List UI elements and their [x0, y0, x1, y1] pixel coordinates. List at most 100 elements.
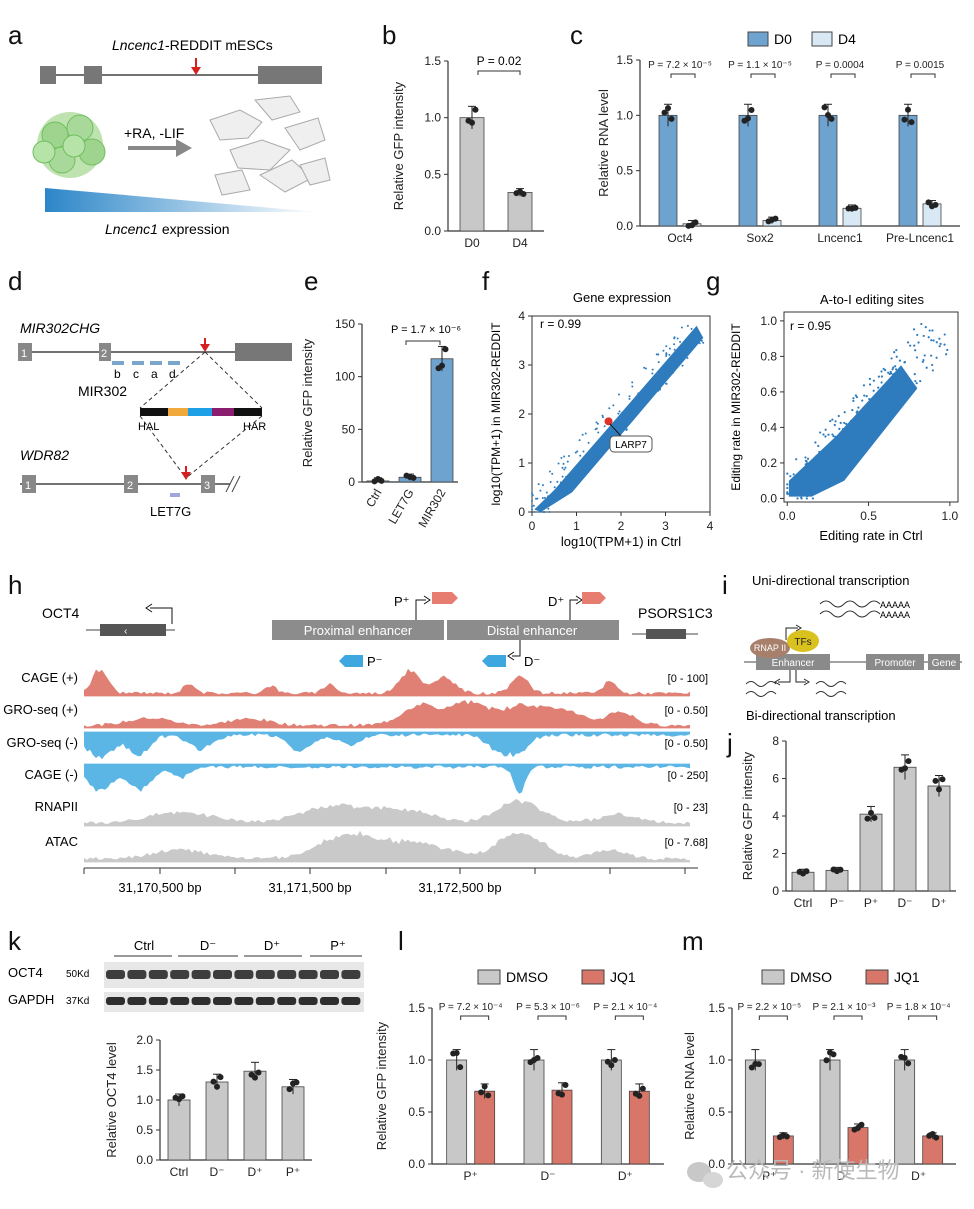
k-group-dminus: D⁻ [200, 938, 216, 953]
track-range: [0 - 23] [674, 802, 708, 814]
chart-g: A-to-I editing sites 0.0 0.5 1.0 0.0 0.2 0.4 0.… [729, 292, 959, 543]
scatter-point [859, 434, 863, 437]
legend-swatch-jq1 [581, 969, 605, 985]
h-proximal-label: Proximal enhancer [304, 623, 413, 638]
oct4-band [213, 970, 232, 979]
scatter-point [541, 497, 544, 500]
scatter-point [548, 470, 551, 473]
oct4-band [234, 970, 254, 979]
scatter-point [644, 367, 647, 370]
data-point [830, 1051, 837, 1058]
d-g2-exon-3: 3 [204, 480, 210, 492]
scatter-point [843, 411, 846, 414]
scatter-point [861, 399, 864, 402]
scatter-point [800, 497, 803, 500]
i-tfs [787, 630, 819, 652]
scatter-point [664, 366, 667, 369]
bar-P⁺-v [281, 1086, 305, 1161]
d-sub-a: a [151, 367, 158, 381]
y-axis-label: Editing rate in MIR302-REDDIT [729, 323, 743, 491]
scatter-point [834, 435, 837, 438]
scatter-point [539, 489, 542, 492]
scatter-point [820, 484, 823, 487]
p-value: P = 1.1 × 10⁻⁵ [728, 60, 792, 71]
scatter-point [880, 381, 883, 384]
d-let7g-label: LET7G [150, 504, 191, 519]
y-tick-label: 100 [335, 370, 355, 384]
scatter-point [939, 342, 942, 345]
y-tick-label: 0.0 [424, 224, 441, 238]
x-tick-label: 0.0 [779, 509, 796, 523]
y-tick-label: 0.5 [408, 1105, 425, 1119]
scatter-point [531, 499, 534, 502]
scatter-point [679, 340, 682, 343]
bar-Lncenc1-D0 [818, 114, 838, 227]
y-tick-label: 1.5 [708, 1001, 725, 1015]
scatter-point [671, 360, 674, 363]
y-tick-label: 4 [772, 809, 779, 823]
data-point [286, 1086, 293, 1093]
scatter-point [561, 475, 564, 478]
scatter-point [803, 485, 806, 488]
y-tick-label: 0 [772, 884, 779, 898]
scatter-point [869, 398, 872, 401]
scatter-point [876, 399, 879, 402]
legend-swatch-d4 [811, 31, 833, 47]
h-dplus-arrow [582, 592, 606, 604]
data-point [868, 809, 874, 816]
gapdh-band [320, 997, 339, 1005]
p-value: P = 5.3 × 10⁻⁶ [516, 1002, 580, 1013]
scatter-point [876, 401, 880, 405]
scatter-point [627, 417, 630, 420]
i-uni-label: Uni-directional transcription [752, 573, 910, 588]
f-r: r = 0.99 [540, 317, 581, 331]
track-name: CAGE (+) [21, 670, 78, 685]
scatter-point [841, 428, 845, 431]
scatter-point [664, 379, 667, 382]
scatter-point [551, 472, 554, 475]
scatter-point [824, 428, 827, 431]
p-value: P = 7.2 × 10⁻⁴ [439, 1002, 503, 1013]
scatter-point [545, 491, 548, 494]
oct4-band [341, 970, 361, 979]
scatter-point [868, 397, 871, 401]
scatter-point [922, 358, 925, 362]
legend-swatch-dmso [761, 969, 785, 985]
scatter-point [891, 375, 894, 378]
oct4-band [127, 970, 147, 979]
y-tick-label: 150 [335, 317, 355, 331]
scatter-point [644, 386, 647, 389]
data-point [871, 814, 878, 821]
scatter-point [688, 339, 691, 342]
chart-j: 0 2 4 6 8 Relative GFP intensity Ctrl P⁻ P⁺ D⁻ D⁺ [740, 734, 956, 910]
scatter-point [894, 368, 898, 371]
p-value: P = 0.02 [477, 54, 522, 68]
k-oct4-bands [106, 970, 361, 979]
a-exon-2 [84, 66, 102, 84]
scatter-point [542, 511, 545, 513]
panel-label-k: k [8, 926, 22, 956]
bar-D⁻-JQ1 [551, 1089, 573, 1165]
scatter-point [856, 414, 859, 417]
scatter-point [671, 371, 674, 374]
i-gene-label: Gene [932, 658, 957, 669]
scatter-point [673, 343, 676, 346]
scatter-point [692, 337, 695, 340]
scatter-point [649, 384, 652, 387]
scatter-point [835, 452, 838, 455]
x-tick-label: P⁺ [286, 1165, 300, 1179]
a-treatment: +RA, -LIF [124, 125, 184, 141]
scatter-point [589, 455, 592, 458]
k-gapdh-kd: 37Kd [66, 996, 89, 1007]
y-tick-label: 0 [348, 475, 355, 489]
scatter-point [673, 336, 676, 339]
scatter-point [920, 322, 923, 326]
scatter-point [537, 483, 540, 486]
panel-label-l: l [398, 926, 404, 956]
scatter-point [625, 428, 628, 431]
scatter-point [561, 466, 564, 469]
legend-swatch-jq1 [865, 969, 889, 985]
k-oct4-label: OCT4 [8, 965, 43, 980]
scatter-point [648, 382, 651, 385]
scatter-point [603, 425, 606, 428]
